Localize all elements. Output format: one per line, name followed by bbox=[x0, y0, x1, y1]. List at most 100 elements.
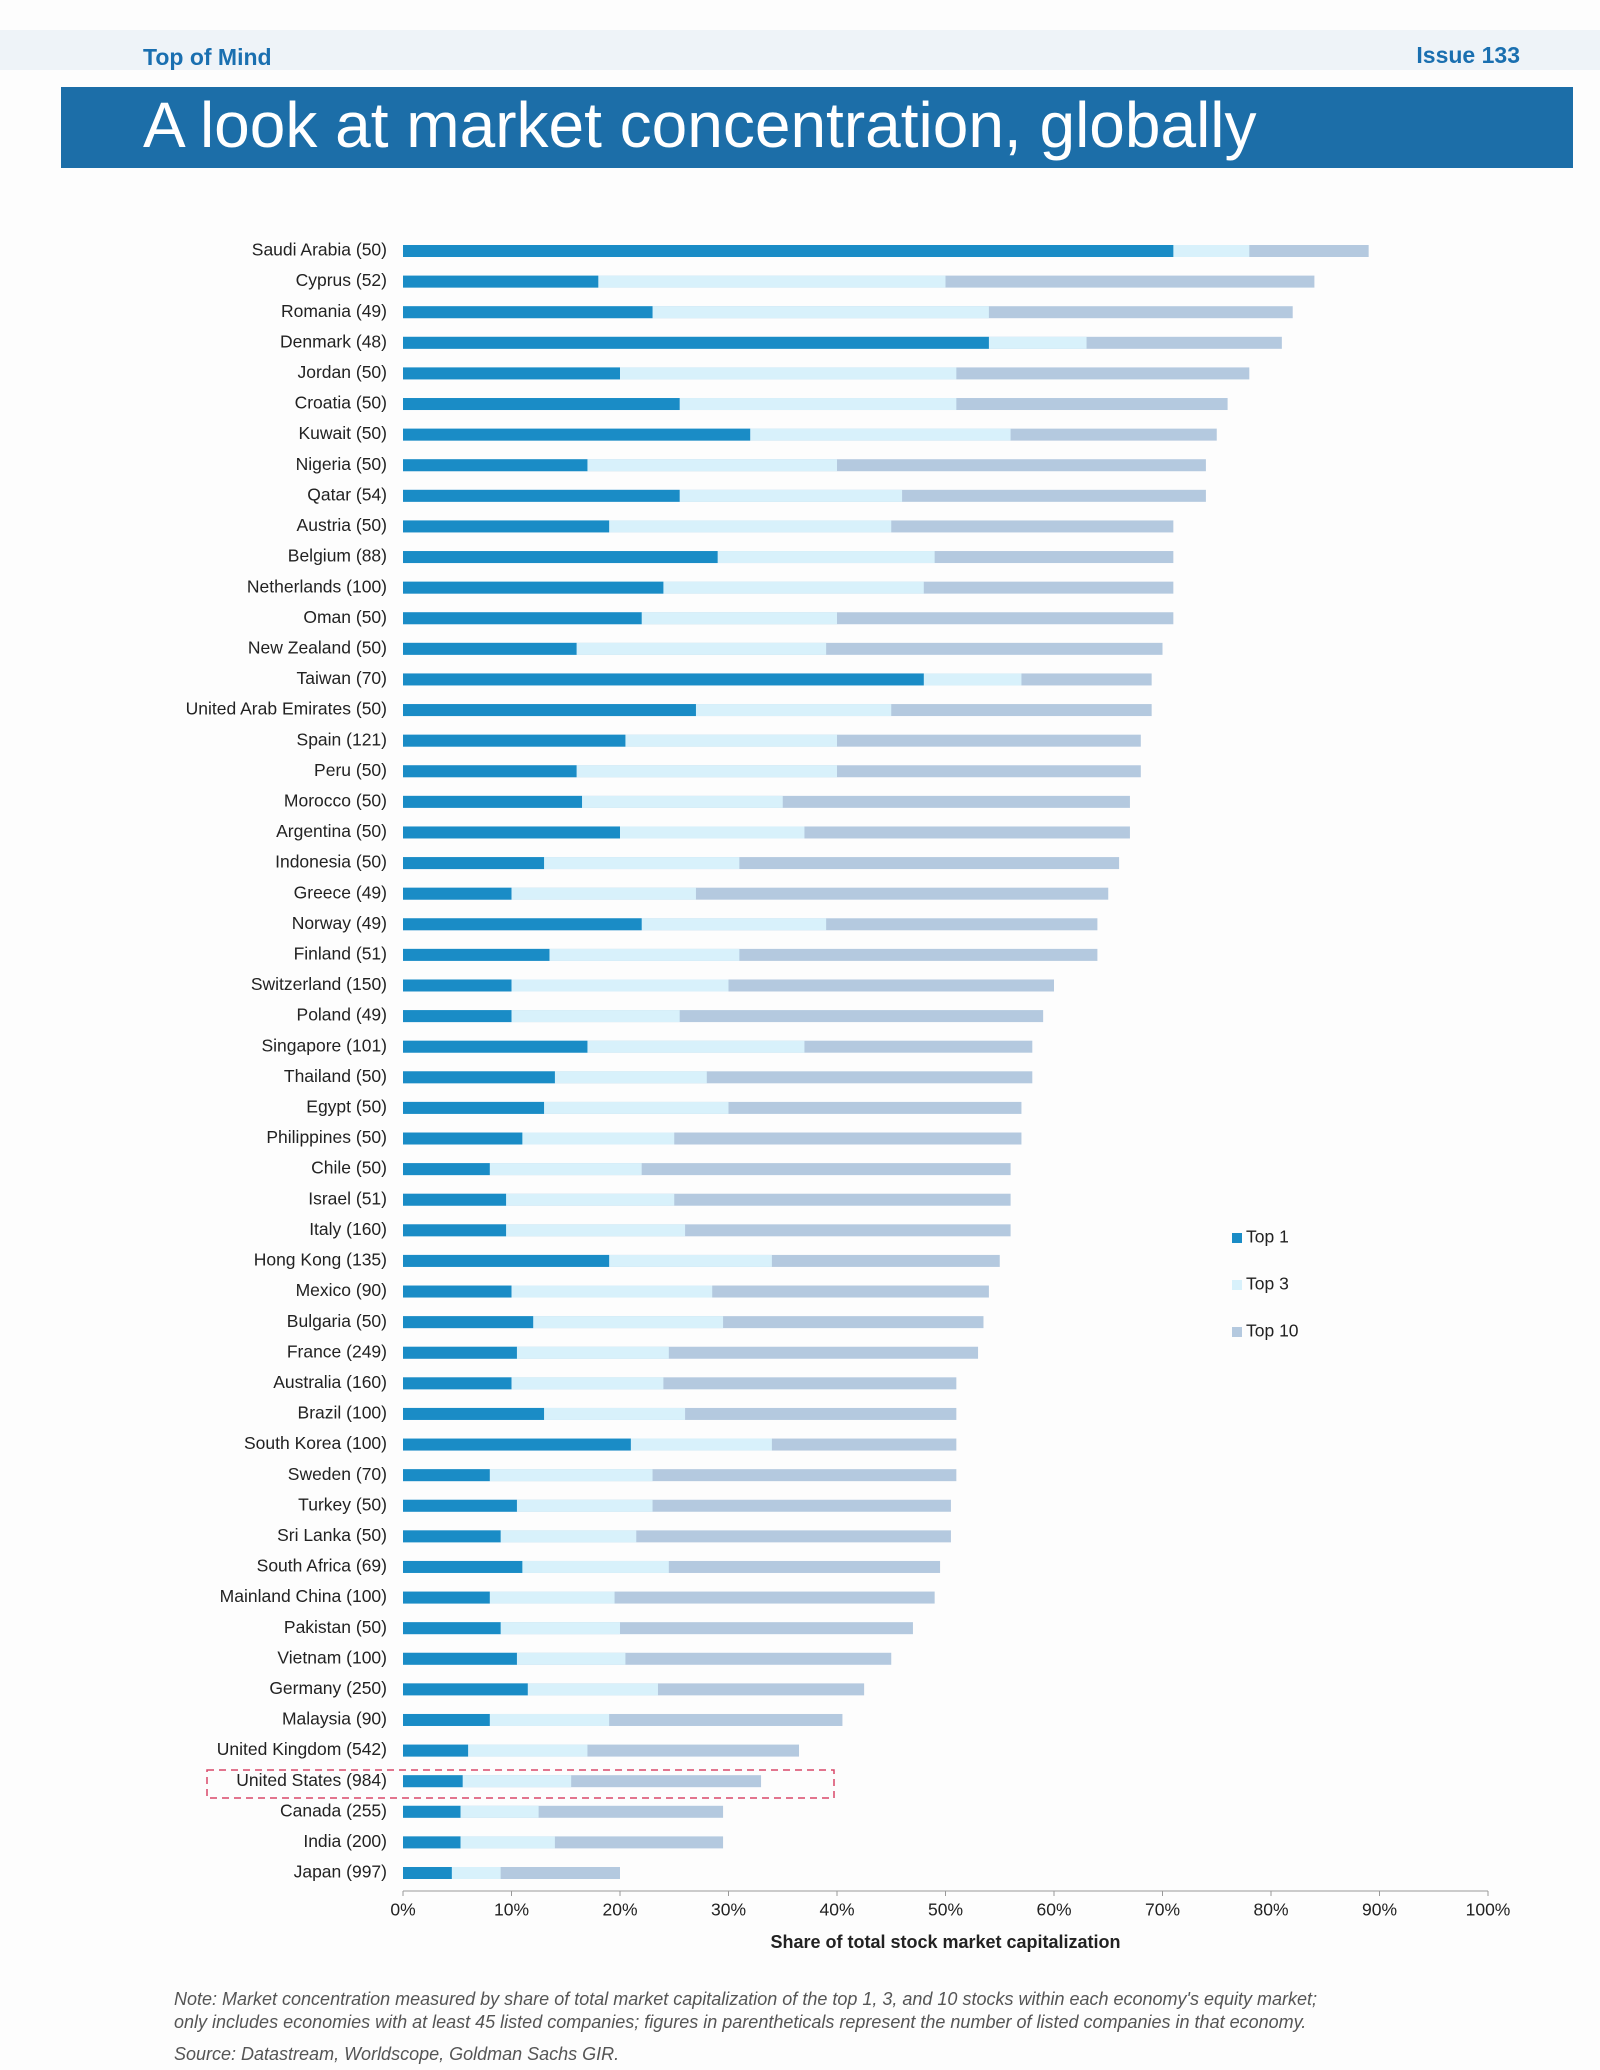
bar bbox=[403, 1867, 452, 1879]
category-label: Indonesia (50) bbox=[275, 852, 387, 872]
category-label: Egypt (50) bbox=[306, 1097, 387, 1117]
category-label: United States (984) bbox=[236, 1770, 387, 1790]
category-label: Thailand (50) bbox=[284, 1066, 387, 1086]
category-label: South Korea (100) bbox=[244, 1433, 387, 1453]
note-line: Note: Market concentration measured by s… bbox=[174, 1989, 1317, 2009]
category-label: Finland (51) bbox=[294, 944, 387, 964]
category-label: Sweden (70) bbox=[288, 1464, 387, 1484]
bar bbox=[403, 948, 550, 961]
bar bbox=[403, 1407, 545, 1420]
category-label: Saudi Arabia (50) bbox=[252, 240, 387, 260]
category-label: Poland (49) bbox=[297, 1005, 387, 1025]
x-tick-label: 90% bbox=[1362, 1900, 1397, 1920]
bar bbox=[403, 1744, 469, 1757]
bar bbox=[403, 1560, 523, 1573]
bar bbox=[403, 428, 751, 441]
bar bbox=[403, 1193, 507, 1206]
category-label: Greece (49) bbox=[294, 882, 387, 902]
category-label: Croatia (50) bbox=[295, 393, 387, 413]
bar bbox=[403, 1652, 517, 1665]
bar bbox=[403, 1071, 555, 1084]
header-band bbox=[0, 30, 1600, 70]
bar bbox=[403, 1622, 501, 1635]
bar bbox=[403, 765, 577, 778]
x-tick-label: 0% bbox=[390, 1900, 415, 1920]
bar bbox=[403, 1010, 512, 1023]
x-tick-label: 60% bbox=[1036, 1900, 1071, 1920]
x-tick-label: 30% bbox=[711, 1900, 746, 1920]
category-label: Singapore (101) bbox=[262, 1035, 388, 1055]
source: Source: Datastream, Worldscope, Goldman … bbox=[174, 2044, 619, 2064]
bar bbox=[403, 673, 924, 686]
category-label: Cyprus (52) bbox=[296, 270, 387, 290]
category-label: India (200) bbox=[303, 1831, 387, 1851]
legend-swatch bbox=[1232, 1233, 1242, 1243]
header-right: Issue 133 bbox=[1416, 42, 1520, 68]
category-label: Belgium (88) bbox=[288, 546, 387, 566]
bar bbox=[403, 1224, 507, 1237]
category-label: Netherlands (100) bbox=[247, 576, 387, 596]
bar bbox=[403, 1836, 461, 1849]
x-tick-label: 100% bbox=[1466, 1900, 1511, 1920]
title-banner bbox=[61, 87, 1573, 168]
category-label: Turkey (50) bbox=[298, 1494, 387, 1514]
category-label: Mexico (90) bbox=[296, 1280, 387, 1300]
category-label: Australia (160) bbox=[273, 1372, 387, 1392]
bar bbox=[403, 306, 653, 319]
bar bbox=[403, 826, 620, 839]
category-label: Spain (121) bbox=[297, 729, 387, 749]
category-label: Nigeria (50) bbox=[296, 454, 387, 474]
bar bbox=[403, 1040, 588, 1053]
category-label: Austria (50) bbox=[297, 515, 387, 535]
legend-swatch bbox=[1232, 1327, 1242, 1337]
category-label: Sri Lanka (50) bbox=[277, 1525, 387, 1545]
category-label: South Africa (69) bbox=[257, 1556, 387, 1576]
bar bbox=[403, 979, 512, 992]
bar bbox=[403, 795, 583, 808]
bar bbox=[403, 918, 642, 931]
category-label: Jordan (50) bbox=[298, 362, 388, 382]
bar bbox=[403, 551, 718, 564]
bar bbox=[403, 1683, 528, 1696]
category-label: Philippines (50) bbox=[266, 1127, 387, 1147]
category-label: United Kingdom (542) bbox=[217, 1739, 387, 1759]
category-label: Hong Kong (135) bbox=[254, 1250, 387, 1270]
bar bbox=[403, 1499, 517, 1512]
category-label: Pakistan (50) bbox=[284, 1617, 387, 1637]
bar bbox=[403, 1530, 501, 1543]
legend-label: Top 3 bbox=[1246, 1274, 1289, 1294]
category-label: Switzerland (150) bbox=[251, 974, 387, 994]
bar bbox=[403, 1346, 517, 1359]
bar bbox=[403, 398, 680, 411]
title: A look at market concentration, globally bbox=[143, 89, 1257, 161]
category-label: Brazil (100) bbox=[298, 1403, 387, 1423]
category-label: Chile (50) bbox=[311, 1158, 387, 1178]
bar bbox=[403, 1285, 512, 1298]
x-axis-label: Share of total stock market capitalizati… bbox=[770, 1932, 1120, 1952]
category-label: Japan (997) bbox=[294, 1862, 387, 1882]
category-label: Oman (50) bbox=[303, 607, 387, 627]
x-tick-label: 70% bbox=[1145, 1900, 1180, 1920]
category-label: Norway (49) bbox=[292, 913, 387, 933]
bar bbox=[403, 612, 642, 625]
category-label: Israel (51) bbox=[308, 1188, 387, 1208]
bar bbox=[403, 1713, 490, 1726]
legend-label: Top 1 bbox=[1246, 1227, 1289, 1247]
category-label: Peru (50) bbox=[314, 760, 387, 780]
bar bbox=[403, 857, 545, 870]
category-label: Vietnam (100) bbox=[277, 1647, 387, 1667]
category-label: Qatar (54) bbox=[307, 484, 387, 504]
bar bbox=[403, 1316, 534, 1329]
bar bbox=[403, 887, 512, 900]
highlight-box bbox=[206, 1769, 835, 1799]
category-label: Argentina (50) bbox=[276, 821, 387, 841]
legend-swatch bbox=[1232, 1280, 1242, 1290]
category-label: Canada (255) bbox=[280, 1800, 387, 1820]
category-label: Taiwan (70) bbox=[297, 668, 387, 688]
bar bbox=[403, 245, 1174, 257]
category-label: Bulgaria (50) bbox=[287, 1311, 387, 1331]
bar bbox=[403, 1254, 610, 1267]
category-label: Denmark (48) bbox=[280, 331, 387, 351]
